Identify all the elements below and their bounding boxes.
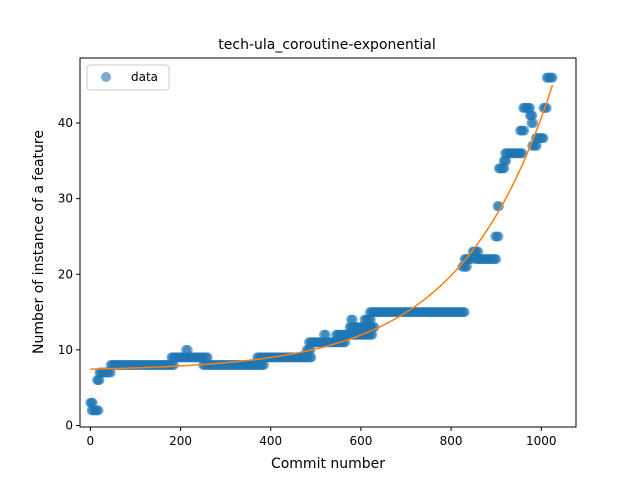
- axes-frame: [79, 57, 577, 428]
- data-point: [538, 133, 549, 144]
- data-point: [547, 72, 558, 83]
- legend-box: [86, 64, 170, 91]
- data-point: [105, 367, 116, 378]
- data-point: [501, 155, 512, 166]
- data-points: [85, 72, 558, 416]
- data-point: [499, 163, 510, 174]
- data-point: [531, 140, 542, 151]
- y-tick-label: 10: [58, 343, 73, 357]
- data-point: [306, 352, 317, 363]
- data-point: [528, 118, 539, 129]
- legend-marker-data: [101, 72, 111, 82]
- data-point: [493, 201, 504, 212]
- data-point: [519, 125, 530, 136]
- chart-title: tech-ula_coroutine-exponential: [218, 37, 435, 53]
- data-point: [365, 314, 376, 325]
- x-axis-label: Commit number: [271, 456, 385, 472]
- x-tick-label: 200: [169, 434, 192, 448]
- data-point: [202, 352, 213, 363]
- data-point: [525, 102, 536, 113]
- data-point: [347, 314, 358, 325]
- data-point: [491, 254, 502, 265]
- y-axis-label: Number of instance of a feature: [31, 130, 47, 354]
- data-point: [182, 344, 193, 355]
- fit-curve-layer: [90, 84, 554, 370]
- data-point: [320, 329, 331, 340]
- data-point: [94, 375, 105, 386]
- legend: data: [86, 64, 170, 91]
- data-point: [517, 148, 528, 159]
- data-point: [493, 231, 504, 242]
- y-axis: 0 10 20 30 40: [58, 116, 80, 432]
- x-tick-label: 1000: [526, 434, 557, 448]
- data-point: [527, 110, 538, 121]
- y-tick-label: 0: [65, 418, 73, 432]
- data-point: [258, 359, 269, 370]
- x-tick-label: 0: [87, 434, 95, 448]
- fit-curve: [90, 84, 554, 370]
- y-tick-label: 40: [58, 116, 73, 130]
- data-point: [168, 359, 179, 370]
- x-tick-label: 400: [259, 434, 282, 448]
- x-axis: 0 200 400 600 800 1000: [87, 427, 557, 448]
- data-point: [459, 307, 470, 318]
- data-point: [473, 246, 484, 257]
- y-tick-label: 20: [58, 267, 73, 281]
- x-tick-label: 800: [440, 434, 463, 448]
- data-point: [87, 397, 98, 408]
- data-point: [461, 261, 472, 272]
- y-tick-label: 30: [58, 192, 73, 206]
- plot-area: [79, 57, 577, 428]
- data-point: [93, 405, 104, 416]
- legend-label-data: data: [131, 70, 158, 84]
- x-tick-label: 600: [349, 434, 372, 448]
